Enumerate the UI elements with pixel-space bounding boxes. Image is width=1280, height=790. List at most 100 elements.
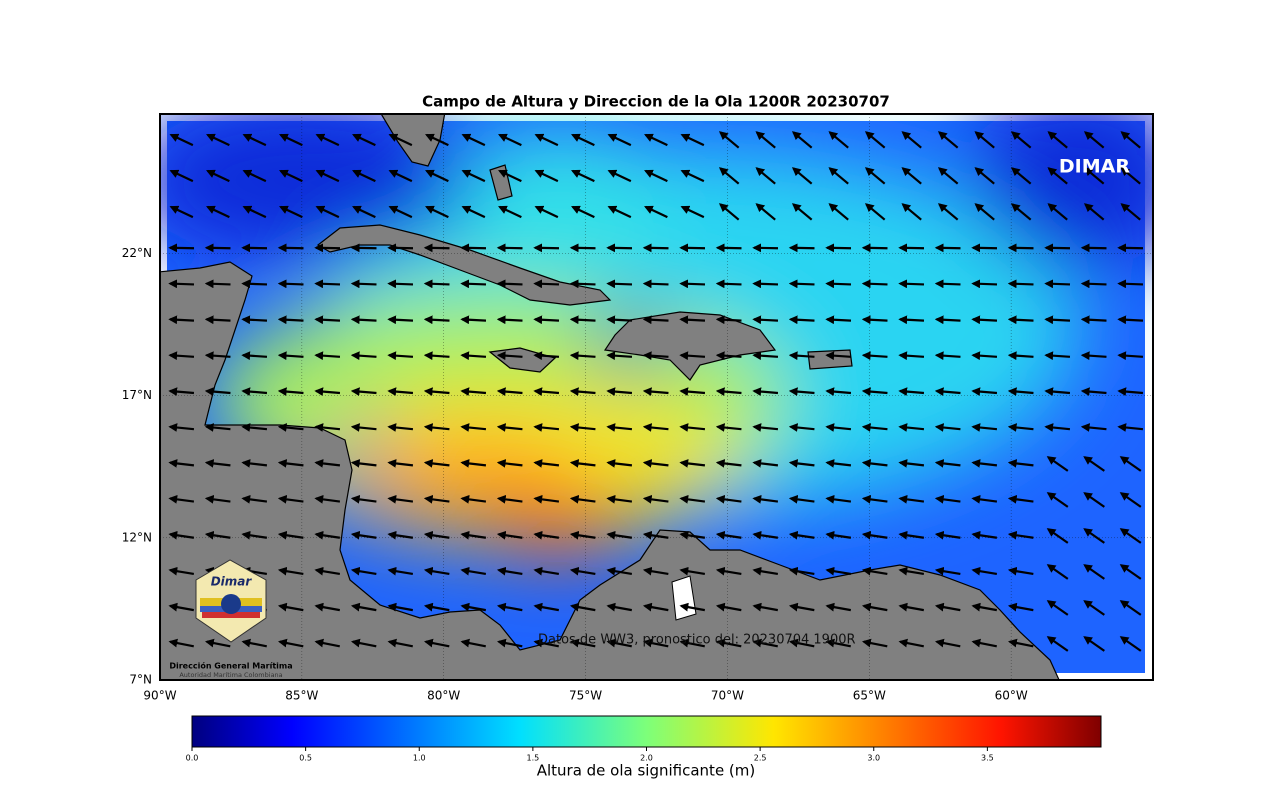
- wave-arrow: [825, 530, 852, 540]
- wave-arrow: [533, 494, 560, 504]
- wave-arrow: [971, 243, 998, 253]
- wave-arrow: [169, 205, 194, 219]
- wave-arrow: [788, 638, 815, 648]
- wave-arrow: [715, 243, 742, 253]
- lon-tick-label: 65°W: [853, 689, 886, 703]
- wave-arrow: [1080, 423, 1107, 432]
- wave-arrow: [715, 602, 742, 612]
- wave-arrow: [569, 602, 596, 612]
- wave-arrow: [788, 602, 815, 612]
- wave-arrow: [387, 638, 413, 648]
- wave-arrow: [606, 279, 633, 289]
- wave-arrow: [898, 494, 925, 504]
- wave-arrow: [752, 387, 779, 396]
- wave-arrow: [971, 351, 998, 361]
- wave-arrow: [569, 315, 596, 325]
- wave-arrow: [496, 423, 523, 432]
- wave-arrow: [1083, 636, 1105, 652]
- wave-arrow: [204, 387, 231, 396]
- wave-arrow: [204, 638, 231, 648]
- wave-arrow: [241, 387, 268, 396]
- wave-arrow: [387, 243, 414, 253]
- wave-arrow: [606, 494, 633, 504]
- wave-arrow: [423, 459, 450, 468]
- logo-name: Dimar: [211, 575, 253, 589]
- wave-arrow: [569, 494, 596, 504]
- wave-arrow: [642, 638, 669, 648]
- wave-arrow: [1119, 636, 1142, 652]
- wave-arrow: [277, 459, 304, 468]
- wave-arrow: [461, 205, 486, 219]
- wave-arrow: [314, 494, 341, 504]
- wave-arrow: [460, 530, 487, 540]
- wave-arrow: [204, 423, 231, 432]
- land: [807, 349, 853, 370]
- wave-arrow: [1117, 279, 1144, 289]
- wave-arrow: [1083, 492, 1105, 508]
- wave-arrow: [277, 387, 304, 396]
- wave-arrow: [204, 315, 231, 325]
- wave-arrow: [168, 387, 195, 396]
- wave-arrow: [607, 169, 632, 183]
- wave-arrow: [1007, 638, 1034, 648]
- wave-arrow: [242, 133, 267, 147]
- wave-arrow: [423, 387, 450, 396]
- wave-arrow: [898, 566, 925, 576]
- colorbar-tick-label: 0.0: [186, 754, 199, 763]
- wave-arrow: [718, 203, 740, 221]
- lon-tick-label: 90°W: [143, 689, 176, 703]
- wave-arrow: [861, 494, 888, 504]
- wave-arrow: [168, 602, 195, 612]
- wave-arrow: [423, 638, 450, 648]
- lon-tick-label: 80°W: [427, 689, 460, 703]
- wave-arrow: [1046, 456, 1069, 472]
- wave-arrow: [168, 315, 195, 325]
- wave-arrow: [1047, 167, 1068, 185]
- wave-arrow: [606, 602, 633, 612]
- wave-arrow: [718, 167, 740, 185]
- wave-arrow: [533, 243, 560, 253]
- wave-arrow: [241, 530, 268, 540]
- wave-arrow: [679, 566, 706, 576]
- wave-arrow: [1117, 315, 1144, 325]
- wave-arrow: [607, 205, 632, 219]
- wave-arrow: [1083, 456, 1105, 472]
- wave-arrow: [387, 566, 414, 576]
- wave-arrow: [569, 423, 596, 432]
- wave-arrow: [571, 133, 595, 147]
- wave-arrow: [533, 423, 560, 432]
- wave-arrow: [752, 243, 779, 253]
- wave-arrow: [679, 351, 706, 361]
- wave-arrow: [496, 315, 523, 325]
- wave-arrow: [974, 131, 995, 149]
- wave-arrow: [277, 638, 304, 648]
- wave-arrow: [387, 530, 414, 540]
- wave-arrow: [788, 279, 815, 289]
- wave-arrow: [425, 133, 449, 147]
- wave-arrow: [387, 279, 414, 289]
- wave-arrow: [350, 638, 377, 648]
- wave-arrow: [825, 638, 851, 648]
- wave-arrow: [1046, 636, 1069, 652]
- wave-arrow: [350, 387, 377, 396]
- wave-arrow: [715, 315, 742, 325]
- wave-arrow: [534, 169, 559, 183]
- wave-arrow: [168, 459, 195, 468]
- wave-arrow: [1046, 564, 1069, 580]
- wave-arrow: [898, 638, 924, 648]
- wave-arrow: [1007, 530, 1034, 540]
- wave-arrow: [1119, 528, 1142, 544]
- wave-arrow: [898, 530, 925, 540]
- wave-arrow: [496, 638, 523, 648]
- wave-arrow: [1007, 459, 1034, 468]
- wave-arrow: [642, 315, 669, 325]
- wave-arrow: [1044, 279, 1071, 289]
- wave-arrow: [496, 243, 523, 253]
- wave-arrow: [642, 459, 669, 468]
- wave-arrow: [350, 423, 377, 432]
- wave-arrow: [460, 423, 487, 432]
- wave-arrow: [388, 133, 413, 147]
- wave-arrow: [571, 169, 595, 183]
- wave-arrow: [1007, 566, 1034, 576]
- wave-arrow: [642, 423, 669, 432]
